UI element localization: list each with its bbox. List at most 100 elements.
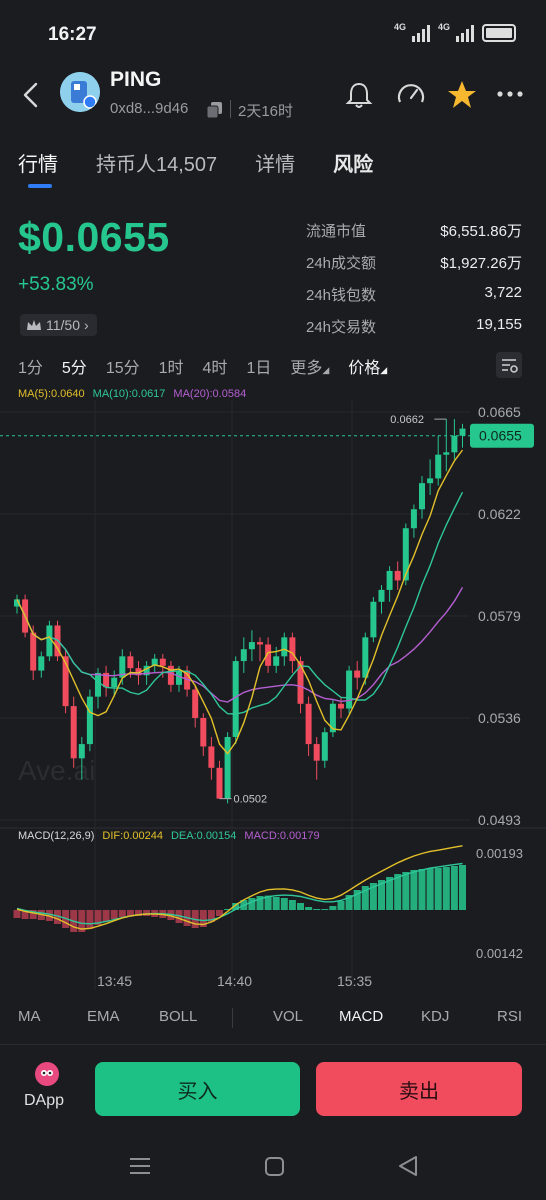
price-axis-label: 0.0665 bbox=[478, 404, 521, 420]
macd-bar bbox=[442, 867, 450, 910]
macd-bar bbox=[418, 869, 426, 910]
home-nav-icon[interactable] bbox=[265, 1157, 284, 1176]
candle bbox=[119, 656, 126, 678]
stat-value: $6,551.86万 bbox=[440, 223, 522, 240]
candle bbox=[111, 677, 118, 688]
indicator-tabs: MA EMA BOLL VOL MACD KDJ RSI bbox=[0, 1008, 546, 1032]
macd-bar bbox=[297, 903, 304, 910]
candle bbox=[248, 642, 255, 650]
price-mode[interactable]: 价格◢ bbox=[348, 354, 387, 378]
indicator-ema[interactable]: EMA bbox=[87, 1008, 120, 1025]
candle bbox=[224, 736, 231, 799]
macd-bar bbox=[305, 907, 313, 910]
macd-bar bbox=[232, 903, 240, 910]
action-bar bbox=[0, 1044, 546, 1131]
speedometer-icon[interactable] bbox=[394, 78, 428, 112]
menu-nav-icon[interactable] bbox=[130, 1158, 150, 1174]
active-tab-indicator bbox=[28, 184, 52, 188]
candle bbox=[14, 599, 20, 607]
macd-bar bbox=[248, 898, 256, 910]
candle bbox=[38, 656, 45, 671]
indicator-macd[interactable]: MACD bbox=[339, 1008, 384, 1025]
macd-bar bbox=[94, 910, 102, 925]
tab-details[interactable]: 详情 bbox=[255, 154, 296, 176]
candle bbox=[289, 637, 296, 662]
indicator-boll[interactable]: BOLL bbox=[159, 1008, 198, 1025]
candle bbox=[151, 658, 158, 666]
candle bbox=[208, 746, 215, 768]
candle bbox=[427, 478, 434, 484]
back-nav-icon[interactable] bbox=[399, 1156, 417, 1176]
candle bbox=[62, 656, 69, 707]
macd-bar bbox=[288, 900, 296, 910]
timeframe-1m[interactable]: 1分 bbox=[18, 360, 43, 377]
tab-holders[interactable]: 持币人14,507 bbox=[96, 154, 218, 176]
token-address[interactable]: 0xd8...9d46 bbox=[110, 100, 189, 117]
macd-bar bbox=[256, 896, 264, 910]
macd-bar bbox=[378, 880, 385, 910]
macd-title: MACD(12,26,9) bbox=[18, 830, 95, 842]
star-icon[interactable] bbox=[446, 79, 478, 111]
timeframe-more[interactable]: 更多◢ bbox=[290, 354, 329, 378]
battery-icon bbox=[482, 24, 516, 42]
indicator-vol[interactable]: VOL bbox=[273, 1008, 304, 1025]
dapp-logo-icon bbox=[36, 1063, 58, 1085]
macd-bar bbox=[54, 910, 61, 924]
indicator-ma[interactable]: MA bbox=[18, 1008, 41, 1025]
stat-row: 24h交易数 19,155 bbox=[306, 316, 522, 348]
price-change: +53.83% bbox=[18, 274, 94, 295]
copy-icon[interactable] bbox=[206, 101, 224, 119]
timeframe-4h[interactable]: 4时 bbox=[202, 360, 228, 377]
macd-bar bbox=[126, 910, 134, 916]
indicator-rsi[interactable]: RSI bbox=[497, 1008, 523, 1025]
token-name: PING bbox=[110, 68, 162, 91]
macd-bar bbox=[118, 910, 126, 917]
indicator-kdj[interactable]: KDJ bbox=[421, 1008, 450, 1025]
candle bbox=[184, 670, 191, 690]
chevron-right-icon: › bbox=[84, 317, 89, 333]
macd-bar bbox=[272, 897, 280, 910]
more-icon[interactable] bbox=[496, 88, 524, 100]
rank-badge[interactable]: 11/50 › bbox=[20, 314, 97, 336]
chart-settings-button[interactable] bbox=[496, 352, 522, 378]
current-price-label: 0.0655 bbox=[479, 428, 522, 444]
price-axis-label: 0.0493 bbox=[478, 812, 521, 828]
ma10-label: MA(10):0.0617 bbox=[92, 388, 166, 400]
dapp-icon[interactable] bbox=[35, 1062, 59, 1086]
macd-bar bbox=[450, 866, 458, 910]
dropdown-icon: ◢ bbox=[322, 365, 330, 375]
sell-button[interactable]: 卖出 bbox=[316, 1062, 522, 1116]
buy-button[interactable]: 买入 bbox=[95, 1062, 300, 1116]
price-axis-label: 0.0579 bbox=[478, 608, 521, 624]
timeframe-15m[interactable]: 15分 bbox=[105, 360, 140, 377]
time-axis-label: 15:35 bbox=[337, 973, 372, 989]
tab-risk[interactable]: 风险 bbox=[333, 154, 374, 176]
price-axis-label: 0.0622 bbox=[478, 506, 521, 522]
candle bbox=[321, 732, 328, 761]
ma5-line bbox=[16, 449, 464, 755]
macd-bar bbox=[386, 877, 394, 910]
token-age: 2天16时 bbox=[238, 103, 294, 120]
macd-axis-label: 0.00193 bbox=[476, 846, 523, 861]
macd-bar bbox=[353, 890, 361, 910]
macd-bar bbox=[345, 895, 353, 910]
price-chart[interactable]: Ave.ai 0.0665 0.0622 0.0579 0.0536 0.0493 0.0… bbox=[0, 400, 546, 1000]
candle bbox=[346, 670, 353, 709]
tab-market[interactable]: 行情 bbox=[18, 154, 58, 176]
price-mode-label: 价格 bbox=[348, 360, 381, 377]
timeframe-1d[interactable]: 1日 bbox=[246, 360, 272, 377]
candle bbox=[305, 703, 312, 745]
ma5-label: MA(5):0.0640 bbox=[18, 388, 85, 400]
time-axis-label: 14:40 bbox=[217, 973, 252, 989]
candle bbox=[370, 601, 377, 638]
candle bbox=[143, 665, 150, 676]
bell-icon[interactable] bbox=[344, 80, 374, 110]
stat-label: 24h钱包数 bbox=[306, 287, 377, 304]
dapp-label[interactable]: DApp bbox=[24, 1092, 65, 1109]
high-marker-label: 0.0662 bbox=[390, 414, 424, 426]
candle bbox=[70, 706, 77, 759]
timeframe-5m[interactable]: 5分 bbox=[61, 360, 87, 377]
back-arrow-icon[interactable] bbox=[18, 80, 46, 110]
current-price-tag bbox=[470, 423, 534, 448]
timeframe-1h[interactable]: 1时 bbox=[158, 360, 184, 377]
